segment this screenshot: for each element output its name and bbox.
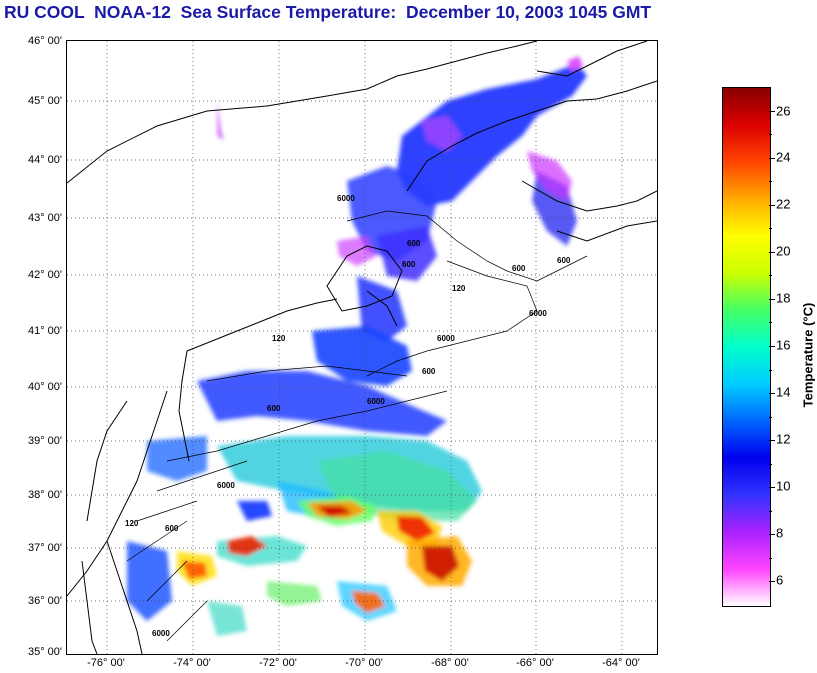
colorbar-minor-tick bbox=[769, 298, 775, 300]
colorbar-minor-tick bbox=[769, 369, 772, 371]
isobath-label: 600 bbox=[407, 239, 421, 248]
isobath-label: 600 bbox=[557, 256, 571, 265]
colorbar-minor-tick bbox=[769, 393, 775, 395]
lon-tick-label: -70° 00' bbox=[345, 657, 383, 669]
isobath-label: 120 bbox=[452, 284, 466, 293]
colorbar-minor-tick bbox=[769, 228, 772, 230]
isobath-label: 6000 bbox=[152, 629, 170, 638]
colorbar-tick-label: 16 bbox=[776, 337, 791, 353]
colorbar-tick-label: 18 bbox=[776, 290, 791, 306]
colorbar-minor-tick bbox=[769, 204, 775, 206]
isobath-label: 6000 bbox=[529, 309, 547, 318]
lat-tick-label: 38° 00' bbox=[27, 489, 62, 501]
lon-tick-label: -64° 00' bbox=[602, 657, 640, 669]
colorbar-minor-tick bbox=[769, 157, 775, 159]
colorbar-minor-tick bbox=[769, 416, 772, 418]
colorbar-axis-label: Temperature (°C) bbox=[800, 302, 816, 408]
temperature-colorbar bbox=[722, 87, 771, 607]
isobath-label: 120 bbox=[125, 519, 139, 528]
lat-tick-label: 40° 00' bbox=[27, 381, 62, 393]
sst-map-canvas: 600 600 6000 600 120 6000 600 120 600 60… bbox=[67, 41, 657, 654]
lat-tick-label: 43° 00' bbox=[27, 212, 62, 224]
colorbar-minor-tick bbox=[769, 251, 775, 253]
colorbar-tick-label: 6 bbox=[776, 572, 784, 588]
lat-tick-label: 35° 00' bbox=[27, 646, 62, 658]
isobath-label: 6000 bbox=[437, 334, 455, 343]
sst-imagery bbox=[127, 56, 587, 636]
isobath-contours bbox=[126, 210, 588, 642]
lon-tick-label: -74° 00' bbox=[173, 657, 211, 669]
colorbar-tick-label: 12 bbox=[776, 431, 791, 447]
colorbar-minor-tick bbox=[769, 322, 772, 324]
colorbar-minor-tick bbox=[769, 275, 772, 277]
colorbar-tick-label: 20 bbox=[776, 243, 791, 259]
lat-tick-label: 42° 00' bbox=[27, 269, 62, 281]
lon-tick-label: -72° 00' bbox=[259, 657, 297, 669]
colorbar-tick-label: 10 bbox=[776, 478, 791, 494]
colorbar-minor-tick bbox=[769, 346, 775, 347]
map-title: RU COOL NOAA-12 Sea Surface Temperature:… bbox=[4, 2, 652, 22]
colorbar-tick-label: 24 bbox=[776, 149, 791, 165]
lat-tick-label: 36° 00' bbox=[27, 595, 62, 607]
colorbar-minor-tick bbox=[769, 510, 772, 512]
colorbar-minor-tick bbox=[769, 463, 772, 465]
colorbar-minor-tick bbox=[769, 440, 775, 442]
colorbar-minor-tick bbox=[769, 534, 775, 536]
lat-tick-label: 45° 00' bbox=[27, 95, 62, 107]
isobath-label: 120 bbox=[272, 334, 286, 343]
isobath-labels: 600 600 6000 600 120 6000 600 120 600 60… bbox=[125, 194, 571, 638]
isobath-label: 600 bbox=[402, 260, 416, 269]
isobath-label: 600 bbox=[165, 524, 179, 533]
colorbar-tick-label: 14 bbox=[776, 384, 791, 400]
colorbar-minor-tick bbox=[769, 487, 775, 489]
isobath-label: 6000 bbox=[367, 397, 385, 406]
colorbar-minor-tick bbox=[769, 581, 775, 583]
isobath-label: 600 bbox=[422, 367, 436, 376]
lat-tick-label: 37° 00' bbox=[27, 542, 62, 554]
lat-tick-label: 46° 00' bbox=[27, 35, 62, 47]
colorbar-tick-label: 26 bbox=[776, 103, 791, 119]
coastline bbox=[67, 41, 657, 654]
colorbar-minor-tick bbox=[769, 110, 775, 112]
isobath-label: 600 bbox=[512, 264, 526, 273]
colorbar-tick-label: 22 bbox=[776, 196, 791, 212]
colorbar-minor-tick bbox=[769, 181, 772, 183]
colorbar-minor-tick bbox=[769, 557, 772, 559]
lat-tick-label: 39° 00' bbox=[27, 435, 62, 447]
isobath-label: 6000 bbox=[337, 194, 355, 203]
lat-tick-label: 41° 00' bbox=[27, 325, 62, 337]
lon-tick-label: -76° 00' bbox=[87, 657, 125, 669]
isobath-label: 6000 bbox=[217, 481, 235, 490]
colorbar-tick-label: 8 bbox=[776, 525, 784, 541]
lat-tick-label: 44° 00' bbox=[27, 154, 62, 166]
lon-tick-label: -66° 00' bbox=[516, 657, 554, 669]
lon-tick-label: -68° 00' bbox=[431, 657, 469, 669]
sst-map[interactable]: 600 600 6000 600 120 6000 600 120 600 60… bbox=[66, 40, 658, 655]
colorbar-minor-tick bbox=[769, 134, 772, 136]
isobath-label: 600 bbox=[267, 404, 281, 413]
